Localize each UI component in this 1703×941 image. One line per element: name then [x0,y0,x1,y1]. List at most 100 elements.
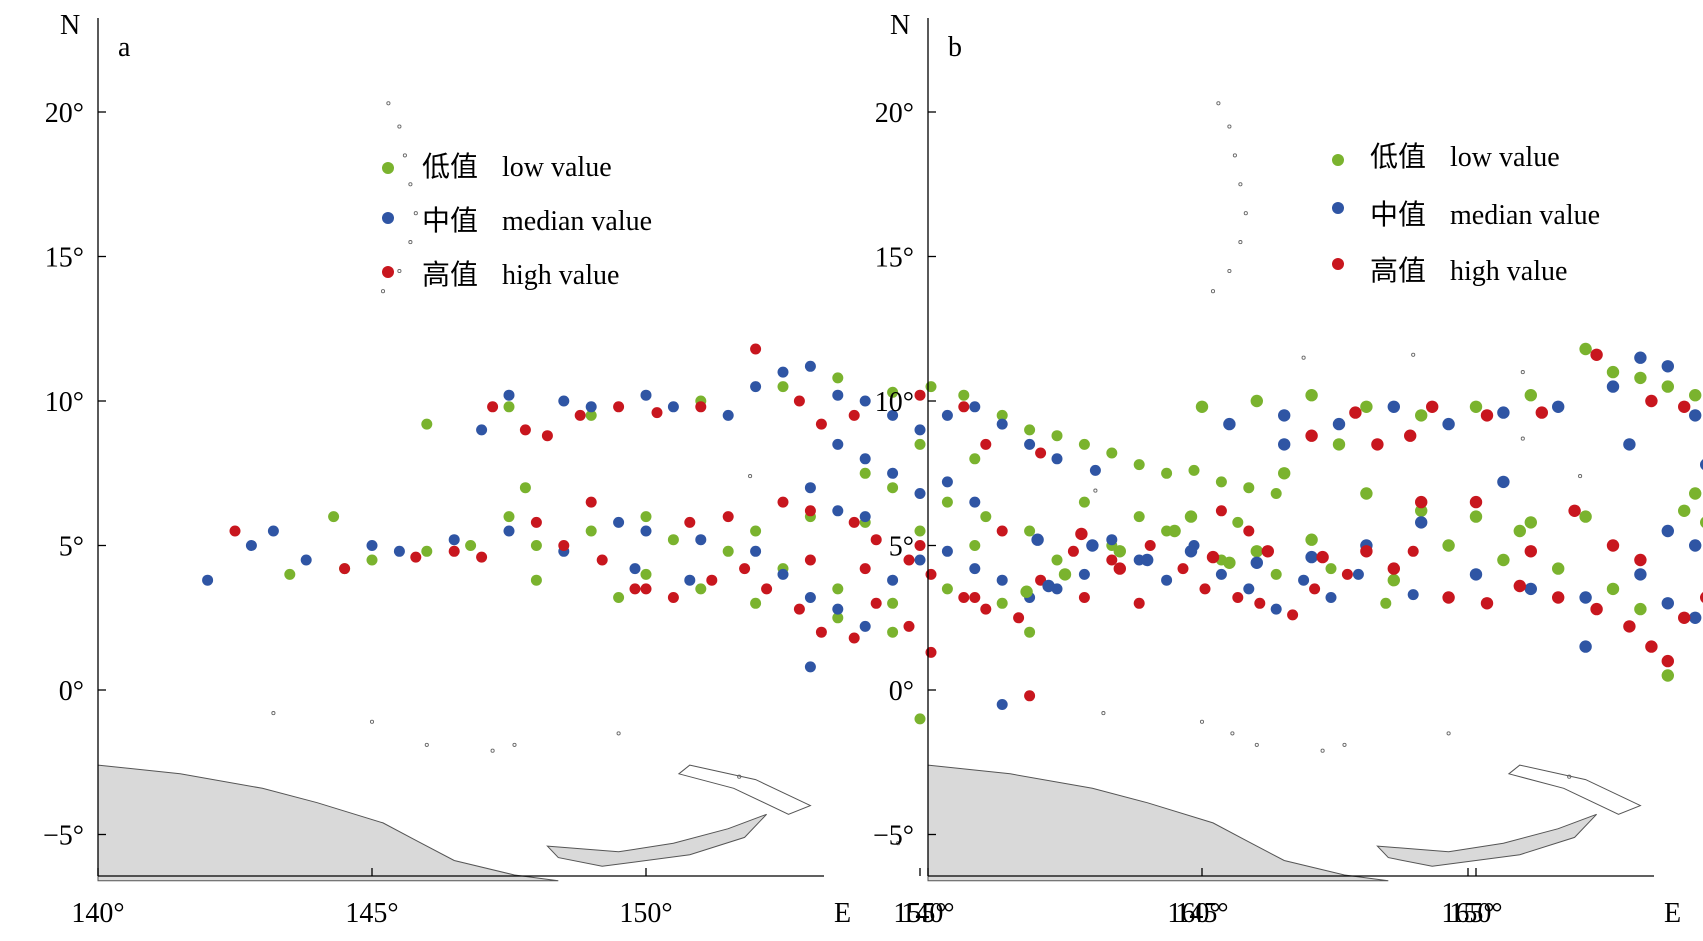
point-median [1031,533,1044,546]
point-low [1184,510,1198,523]
island-speck [1230,731,1235,736]
point-median [613,516,625,528]
legend-label-en-high: high value [502,260,619,291]
point-high [958,401,970,413]
point-high [519,424,531,436]
point-median [887,467,899,479]
point-median [1700,459,1703,470]
point-low [1215,476,1227,488]
x-tick-label: 140° [71,898,124,929]
axes: N E a 140° 145° 150° 155° 160° 165° 20° 15° 10°… [43,10,1495,929]
legend-label-en-low: low value [1450,142,1560,173]
point-low [1606,365,1620,379]
point-low [996,597,1008,609]
point-median [914,488,926,499]
point-median [996,574,1008,586]
point-low [941,583,953,595]
point-median [1661,524,1674,538]
legend-label-en-median: median value [1450,200,1600,231]
point-low [1051,430,1063,442]
point-high [410,551,422,563]
point-low [969,453,981,465]
point-high [1678,611,1691,624]
point-median [1689,539,1702,552]
point-low [1106,447,1118,459]
point-high [1341,568,1353,580]
point-low [328,511,340,523]
point-median [832,603,844,615]
point-low [421,545,433,557]
point-low [1188,464,1200,476]
point-median [887,574,899,586]
legend-marker-median [382,212,394,224]
point-high [1360,545,1373,558]
east-label: E [834,898,851,929]
point-median [1325,592,1337,603]
point-high [596,554,608,566]
point-low [1497,553,1510,567]
point-high [914,389,926,401]
point-low [1415,409,1428,422]
point-high [996,525,1008,537]
point-high [793,603,805,615]
x-tick-label: 150° [619,898,672,929]
point-median [859,395,871,407]
point-low [1700,517,1703,528]
point-low [941,496,953,508]
point-high [1387,562,1400,575]
point-high [487,401,499,413]
point-high [339,563,351,575]
point-low [1223,556,1236,569]
point-low [1579,342,1592,356]
point-median [448,534,460,546]
point-low [1232,516,1244,528]
point-low [1250,545,1263,558]
point-high [629,583,641,595]
new-ireland-island [677,764,812,815]
point-high [958,592,970,603]
point-high [1206,550,1220,564]
legend-item-high: 高值 high value [1332,255,1567,287]
point-high [1254,597,1266,609]
point-high [1144,540,1156,551]
new-guinea-landmass [927,764,1389,882]
y-tick-label: 15° [45,243,84,274]
point-high [870,597,882,609]
point-high [476,551,488,563]
point-median [777,568,789,580]
point-low [969,540,981,551]
point-low [1250,394,1263,408]
point-low [1058,568,1072,581]
point-high [980,603,992,615]
point-median [1579,591,1592,604]
point-low [832,583,844,595]
point-median [1442,417,1455,431]
point-high [1623,620,1636,633]
point-high [1075,527,1088,541]
point-high [1035,447,1047,459]
point-median [1215,568,1227,580]
point-median [1078,568,1090,580]
point-high [1634,553,1647,567]
island-outlines [1101,101,1583,779]
x-tick-label: 145° [1175,898,1228,929]
point-median [1579,640,1592,653]
point-low [1113,545,1126,558]
new-britain-island [546,813,767,867]
point-low [722,545,734,557]
point-low [1332,438,1346,451]
point-low [1325,563,1337,575]
point-median [1223,417,1236,431]
point-high [1215,505,1227,517]
point-high [1316,550,1329,564]
island-speck [1320,748,1325,753]
point-low [1278,467,1291,480]
point-high [1371,438,1384,451]
point-high [1590,602,1603,616]
point-median [1689,611,1702,624]
island-speck [1446,731,1451,736]
point-low [1661,380,1674,393]
island-speck [1342,742,1347,747]
point-median [1415,516,1428,529]
